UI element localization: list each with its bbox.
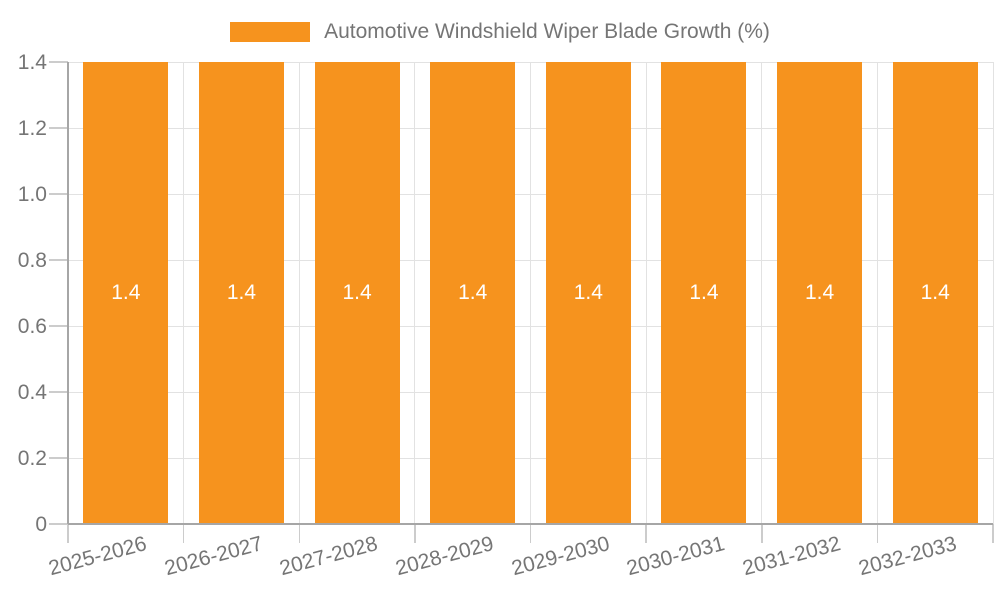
x-axis-tick [298,524,300,543]
bar[interactable]: 1.4 [892,62,978,524]
bar[interactable]: 1.4 [777,62,863,524]
bar[interactable]: 1.4 [430,62,516,524]
bar-value-label: 1.4 [226,281,257,304]
y-axis-tick [49,523,68,525]
x-tick-label: 2026-2027 [161,532,265,581]
y-axis-tick [49,193,68,195]
x-axis-tick [529,524,532,543]
legend[interactable]: Automotive Windshield Wiper Blade Growth… [0,20,1000,44]
legend-label: Automotive Windshield Wiper Blade Growth… [324,20,770,43]
x-tick-label: 2031-2032 [740,532,844,581]
y-tick-label: 0.2 [17,446,47,470]
bar-value-label: 1.4 [573,281,603,304]
x-axis-tick [67,524,69,543]
x-tick-label: 2032-2033 [855,532,959,581]
y-axis-tick [49,259,68,261]
x-tick-label: 2025-2026 [46,532,150,581]
x-axis-line [68,523,993,525]
bar[interactable]: 1.4 [314,62,400,524]
v-gridline [876,62,878,524]
x-tick-label: 2030-2031 [624,532,728,581]
y-tick-label: 0 [35,512,47,536]
x-axis-tick [992,524,994,543]
x-axis-tick [414,524,416,543]
v-gridline [992,62,994,524]
x-axis-tick [761,524,763,543]
x-axis-tick [182,524,185,543]
bar[interactable]: 1.4 [83,62,169,524]
x-tick-label: 2028-2029 [393,532,497,581]
bar[interactable]: 1.4 [545,62,631,524]
bar-value-label: 1.4 [111,281,141,304]
x-axis-tick [876,524,879,543]
x-tick-label: 2029-2030 [508,532,612,581]
bar[interactable]: 1.4 [661,62,747,524]
bar-value-label: 1.4 [920,281,950,304]
y-tick-label: 0.8 [17,248,47,272]
v-gridline [530,62,531,524]
y-axis-tick [49,457,68,459]
x-tick-label: 2027-2028 [277,532,381,581]
y-tick-label: 0.4 [17,380,47,404]
y-axis-tick [49,127,68,129]
bar-value-label: 1.4 [689,281,719,304]
y-tick-label: 0.6 [17,314,47,338]
y-tick-label: 1.4 [17,50,47,74]
v-gridline [761,62,763,524]
bar-value-label: 1.4 [458,281,488,304]
v-gridline [414,62,416,524]
y-tick-label: 1.2 [17,116,47,140]
v-gridline [645,62,647,524]
legend-swatch [230,22,311,42]
bar[interactable]: 1.4 [198,62,284,524]
bar-value-label: 1.4 [342,281,372,304]
y-axis-tick [49,391,68,393]
y-tick-label: 1.0 [17,182,47,206]
x-axis-tick [645,524,647,543]
v-gridline [183,62,185,524]
y-axis-line [67,62,69,524]
y-axis-tick [49,61,68,63]
v-gridline [298,62,300,524]
y-axis-tick [49,325,68,327]
bar-value-label: 1.4 [804,281,835,304]
